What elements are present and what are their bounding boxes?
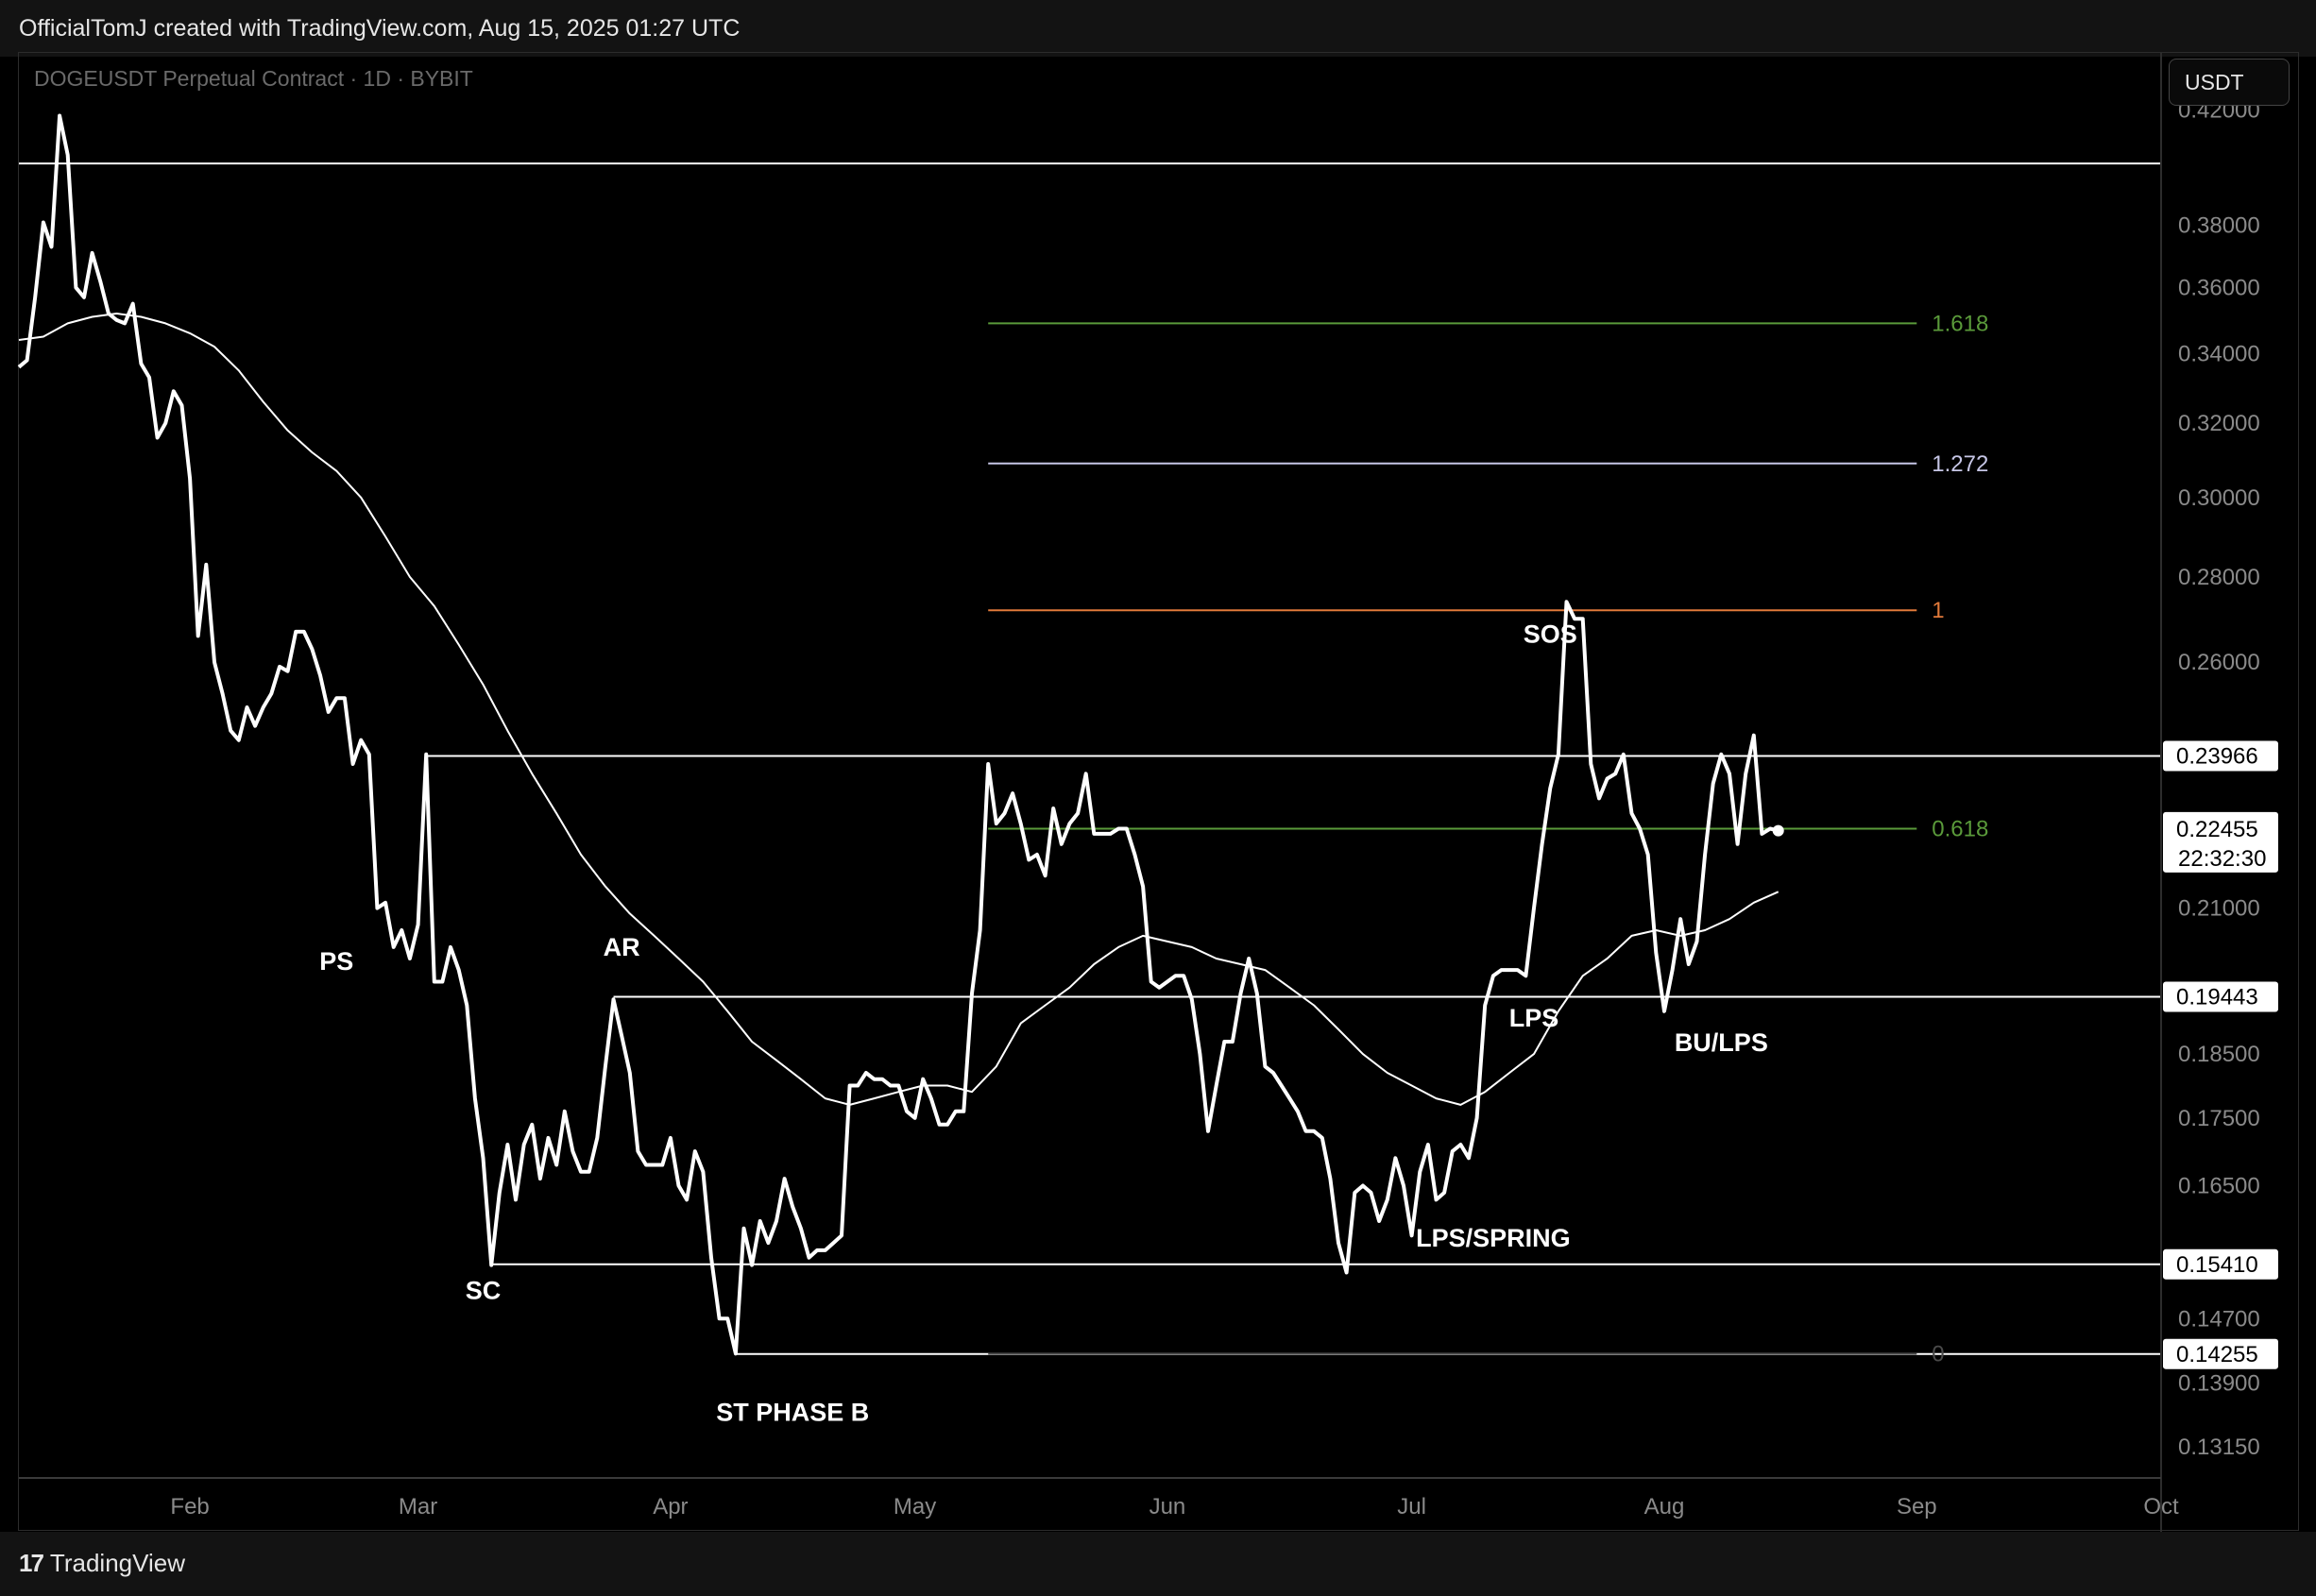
- y-tick-label-4: 0.32000: [2178, 411, 2260, 436]
- annotation-label-4: LPS/SPRING: [1416, 1224, 1571, 1252]
- price-tag-text-2: 0.19443: [2176, 984, 2258, 1010]
- x-tick-label-2: Apr: [653, 1494, 688, 1520]
- annotation-label-7: BU/LPS: [1675, 1028, 1768, 1057]
- chart-header: OfficialTomJ created with TradingView.co…: [0, 0, 2316, 57]
- price-tag-4: [2163, 1338, 2278, 1369]
- currency-button[interactable]: USDT: [2169, 59, 2290, 106]
- annotation-label-3: ST PHASE B: [716, 1399, 869, 1427]
- last-price-tag-value: 0.22455: [2176, 817, 2258, 842]
- price-tag-text-3: 0.15410: [2176, 1252, 2258, 1278]
- symbol-title: DOGEUSDT Perpetual Contract · 1D · BYBIT: [34, 66, 473, 91]
- last-price-dot: [1772, 824, 1784, 837]
- tradingview-mark-icon: 17: [19, 1549, 44, 1577]
- y-tick-label-11: 0.16500: [2178, 1174, 2260, 1199]
- y-tick-label-3: 0.34000: [2178, 341, 2260, 366]
- annotation-label-5: LPS: [1509, 1004, 1559, 1032]
- y-tick-label-6: 0.28000: [2178, 565, 2260, 590]
- y-tick-label-7: 0.26000: [2178, 650, 2260, 675]
- series-line-1: [18, 313, 1780, 1106]
- fib-label-2: 1: [1932, 598, 1944, 623]
- x-tick-label-1: Mar: [399, 1494, 437, 1520]
- annotation-label-2: AR: [604, 933, 640, 961]
- y-tick-label-5: 0.30000: [2178, 485, 2260, 511]
- y-tick-label-1: 0.38000: [2178, 213, 2260, 239]
- y-tick-label-10: 0.17500: [2178, 1106, 2260, 1131]
- y-tick-label-12: 0.14700: [2178, 1306, 2260, 1332]
- x-tick-label-7: Sep: [1897, 1494, 1937, 1520]
- x-tick-label-0: Feb: [170, 1494, 209, 1520]
- x-tick-label-5: Jul: [1397, 1494, 1426, 1520]
- annotation-label-0: PS: [319, 947, 353, 976]
- price-tag-text-1: 0.23966: [2176, 744, 2258, 770]
- last-price-tag-countdown: 22:32:30: [2178, 846, 2266, 872]
- price-tag-2: [2163, 981, 2278, 1012]
- header-credit: OfficialTomJ created with TradingView.co…: [19, 15, 741, 42]
- tradingview-brand: TradingView: [49, 1549, 185, 1577]
- price-tag-3: [2163, 1248, 2278, 1280]
- series-line-0: [17, 113, 1780, 1356]
- fib-label-1: 1.272: [1932, 451, 1988, 477]
- fib-label-0: 1.618: [1932, 311, 1988, 336]
- annotation-label-1: SC: [466, 1277, 502, 1305]
- y-tick-label-13: 0.13900: [2178, 1371, 2260, 1397]
- tradingview-logo[interactable]: 17 TradingView: [19, 1549, 185, 1578]
- y-tick-label-2: 0.36000: [2178, 276, 2260, 301]
- x-tick-label-6: Aug: [1644, 1494, 1685, 1520]
- fib-label-3: 0.618: [1932, 816, 1988, 841]
- chart-footer: [0, 1532, 2316, 1596]
- fib-label-4: 0: [1932, 1341, 1944, 1367]
- y-tick-label-9: 0.18500: [2178, 1042, 2260, 1067]
- price-tag-text-4: 0.14255: [2176, 1342, 2258, 1367]
- y-tick-label-14: 0.13150: [2178, 1435, 2260, 1460]
- chart-frame[interactable]: [18, 52, 2299, 1531]
- x-tick-label-8: Oct: [2143, 1494, 2179, 1520]
- x-tick-label-3: May: [894, 1494, 936, 1520]
- y-tick-label-8: 0.21000: [2178, 896, 2260, 922]
- annotation-label-6: SOS: [1524, 620, 1577, 648]
- last-price-tag: [2163, 811, 2278, 873]
- x-tick-label-4: Jun: [1149, 1494, 1186, 1520]
- price-tag-1: [2163, 740, 2278, 772]
